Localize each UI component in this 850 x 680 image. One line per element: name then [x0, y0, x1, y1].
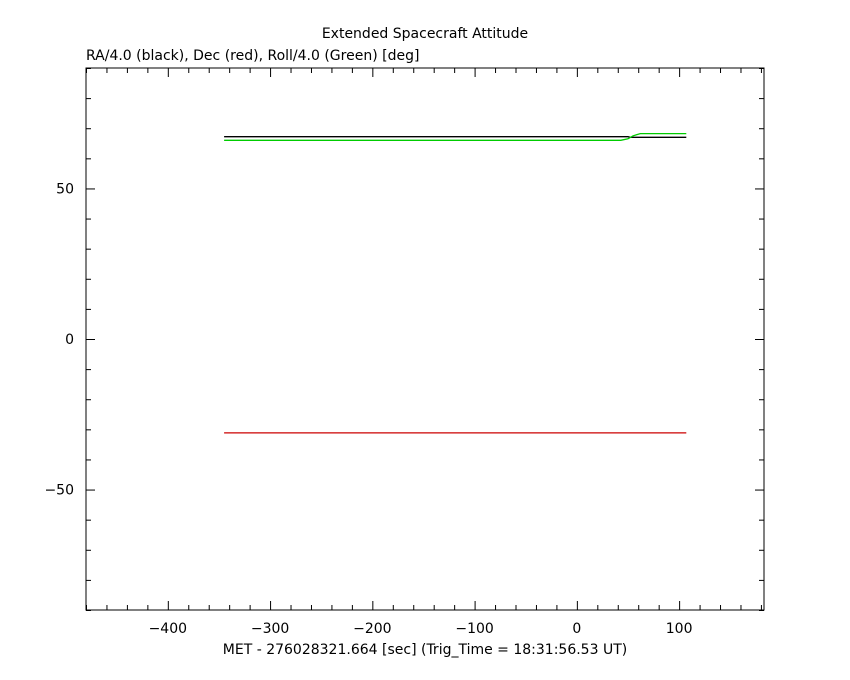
x-tick-label: −200 [353, 621, 391, 637]
x-tick-labels: −400 −300 −200 −100 0 100 [149, 621, 693, 637]
plot-frame [85, 67, 765, 611]
y-tick-label: −50 [44, 483, 74, 499]
series-line-2 [224, 132, 687, 141]
y-tick-label: 50 [56, 181, 74, 197]
x-tick-label: 100 [666, 621, 693, 637]
x-tick-label: −100 [455, 621, 493, 637]
series-layer [224, 132, 687, 434]
x-axis-label: MET - 276028321.664 [sec] (Trig_Time = 1… [223, 642, 627, 658]
chart-title: Extended Spacecraft Attitude [322, 26, 528, 42]
y-tick-labels: −50 0 50 [44, 181, 74, 498]
x-tick-label: 0 [572, 621, 581, 637]
y-tick-label: 0 [65, 332, 74, 348]
axis-ticks [86, 68, 764, 611]
chart-subtitle: RA/4.0 (black), Dec (red), Roll/4.0 (Gre… [86, 48, 419, 64]
x-tick-label: −300 [251, 621, 289, 637]
x-tick-label: −400 [149, 621, 187, 637]
series-line-0 [224, 136, 687, 138]
